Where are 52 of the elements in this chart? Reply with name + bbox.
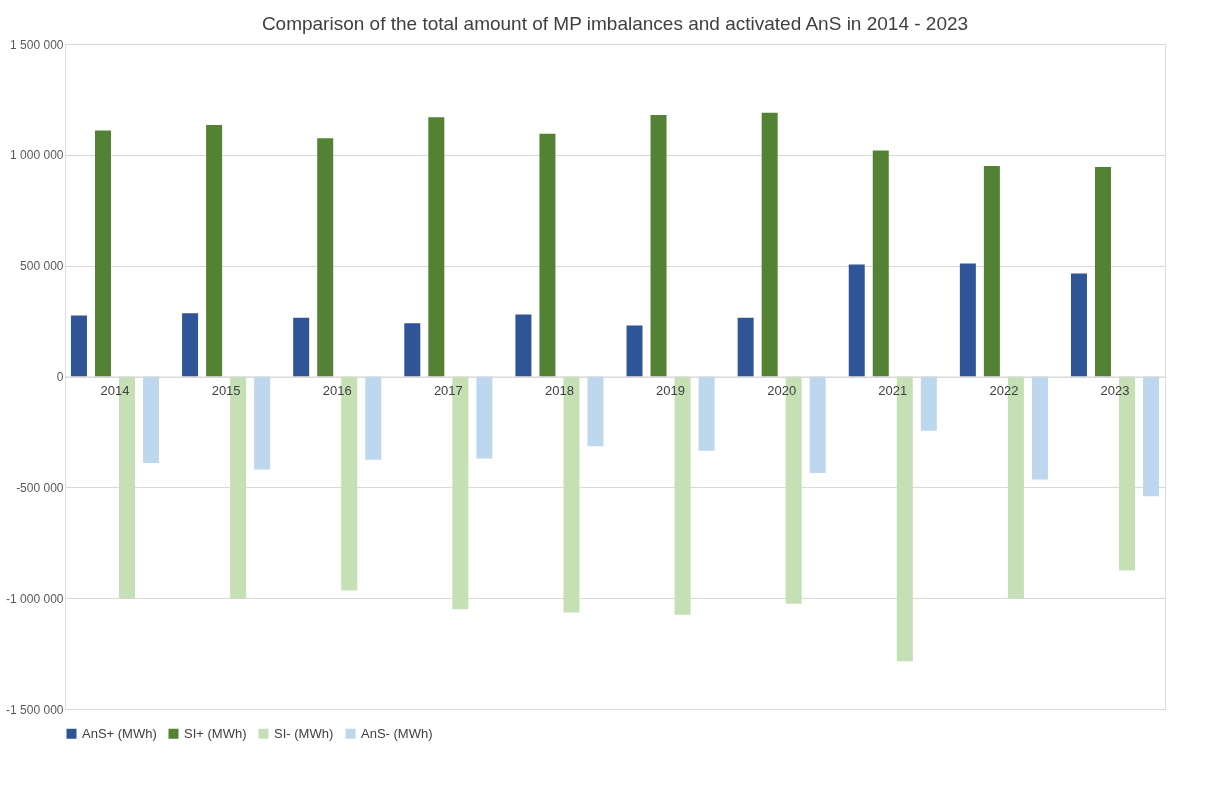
bar (1094, 167, 1111, 377)
bar (293, 317, 310, 377)
x-tick-label: 2021 (878, 383, 908, 398)
x-tick-label: 2014 (100, 383, 130, 398)
bar (650, 114, 667, 377)
bar (761, 112, 778, 377)
bar (515, 314, 532, 377)
y-tick-label: -1 000 000 (6, 591, 64, 606)
bar (1031, 376, 1048, 480)
bar (848, 264, 865, 377)
y-tick-label: 0 (56, 370, 64, 384)
y-tick-label: 1 500 000 (10, 37, 64, 52)
bar (70, 315, 87, 377)
bar (626, 325, 643, 377)
bar (1143, 376, 1160, 497)
bar (983, 165, 1000, 377)
bar (1070, 273, 1087, 377)
chart-title: Comparison of the total amount of MP imbalances and activated AnS in 2014 - 2023 (261, 13, 969, 34)
bar (872, 150, 889, 377)
x-tick-label: 2016 (322, 383, 352, 398)
bar (737, 317, 754, 377)
bar (206, 124, 223, 377)
legend-label: SI- (MWh) (274, 725, 334, 741)
bar (317, 138, 334, 377)
bar (254, 376, 271, 470)
y-tick-label: 500 000 (20, 259, 64, 274)
legend-label: AnS- (MWh) (361, 725, 433, 741)
x-tick-label: 2015 (211, 383, 241, 398)
y-tick-label: -500 000 (16, 480, 64, 495)
legend-label: SI+ (MWh) (184, 725, 247, 741)
y-tick-label: -1 500 000 (6, 702, 64, 717)
bar (182, 313, 199, 377)
x-tick-label: 2020 (767, 383, 797, 398)
bar (587, 376, 604, 447)
bar (959, 263, 976, 377)
bar (404, 323, 421, 377)
y-tick-label: 1 000 000 (10, 148, 64, 163)
x-tick-label: 2022 (989, 383, 1019, 398)
x-tick-label: 2017 (433, 383, 463, 398)
bar (143, 376, 160, 463)
legend-label: AnS+ (MWh) (82, 725, 157, 741)
x-tick-label: 2019 (656, 383, 686, 398)
bar (539, 133, 556, 377)
bar (476, 376, 493, 459)
x-tick-label: 2018 (544, 383, 574, 398)
bar (809, 376, 826, 473)
bar (428, 117, 445, 377)
x-tick-label: 2023 (1100, 383, 1130, 398)
bar (94, 130, 111, 377)
bar (365, 376, 382, 460)
bar (698, 376, 715, 451)
bar (920, 376, 937, 431)
